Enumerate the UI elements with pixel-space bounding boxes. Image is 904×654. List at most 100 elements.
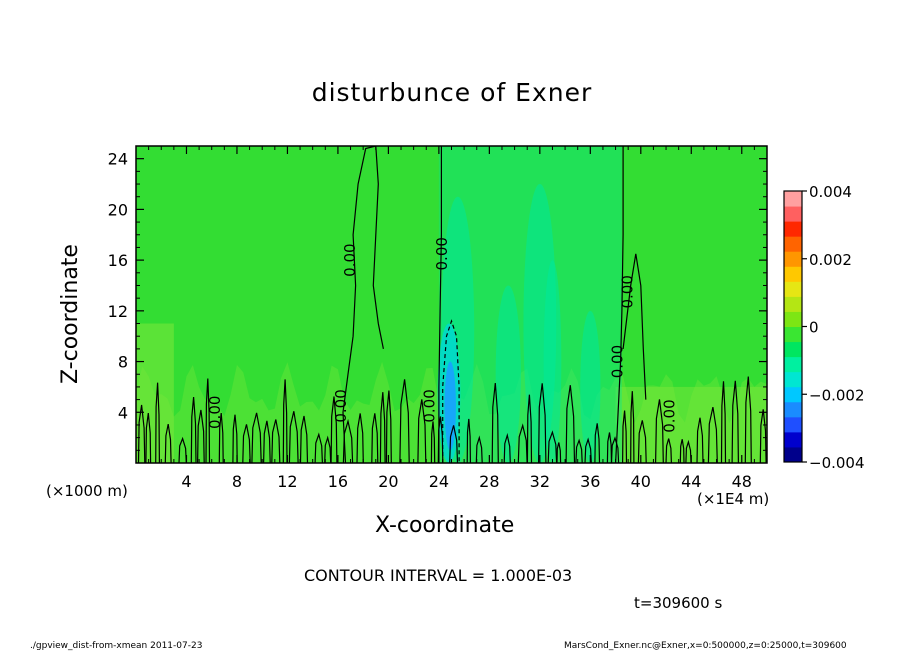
- contour-label-6: 0.00: [206, 396, 224, 429]
- contour-surface-11: [251, 412, 262, 463]
- y-tick-label-5: 24: [108, 150, 128, 169]
- contour-surface-17: [314, 432, 323, 463]
- colorbar-swatch-15: [784, 221, 802, 237]
- y-tick-label-2: 12: [108, 302, 128, 321]
- contour-surface-53: [707, 406, 718, 463]
- x-tick-label-2: 12: [277, 472, 297, 491]
- colorbar-swatch-12: [784, 266, 802, 282]
- contour-x38: [615, 146, 624, 463]
- contour-surface-12: [263, 420, 271, 463]
- contour-surface-7: [205, 378, 211, 463]
- colorbar-label-4: −0.004: [809, 454, 865, 472]
- contour-surface-41: [584, 437, 592, 463]
- contour-surface-20: [342, 418, 354, 463]
- colorbar-swatch-17: [784, 191, 802, 207]
- contour-surface-2: [155, 382, 160, 463]
- contour-surface-57: [759, 409, 767, 463]
- contour-surface-35: [526, 394, 533, 463]
- contour-surface-36: [538, 383, 547, 463]
- y-tick-label-0: 4: [118, 403, 128, 422]
- contour-surface-1: [145, 413, 152, 463]
- colorbar-swatch-8: [784, 326, 802, 343]
- x-axis-label: X-coordinate: [375, 513, 515, 538]
- contour-tall-left: [342, 146, 384, 463]
- x-tick-label-6: 28: [479, 472, 499, 491]
- contour-surface-40: [575, 438, 583, 463]
- contour-label-3: 0.00: [609, 345, 627, 378]
- field-plume-3: [580, 310, 601, 463]
- colorbar-swatch-3: [784, 401, 802, 418]
- contour-surface-43: [606, 432, 613, 463]
- contour-x24: [438, 146, 442, 463]
- contour-surface-18: [324, 435, 332, 463]
- colorbar-swatch-1: [784, 431, 802, 448]
- colorbar-swatch-5: [784, 371, 802, 388]
- contour-surface-44: [610, 436, 620, 463]
- contour-surface-14: [282, 379, 288, 463]
- contour-surface-30: [466, 418, 471, 463]
- field-plume-1: [495, 285, 521, 463]
- colorbar-label-2: 0: [809, 319, 819, 337]
- x-unit-label-secondary: (×1E4 m): [697, 490, 770, 508]
- contour-surface-19: [330, 396, 338, 463]
- contour-surface-42: [594, 423, 601, 463]
- colorbar-swatch-0: [784, 446, 802, 463]
- contour-label-5: 0.00: [421, 389, 439, 422]
- contour-label-7: 0.00: [660, 399, 678, 432]
- contour-surface-34: [517, 423, 528, 463]
- contour-interval-text: CONTOUR INTERVAL = 1.000E-03: [304, 566, 573, 585]
- contour-surface-16: [299, 415, 309, 463]
- contour-surface-27: [430, 421, 436, 463]
- contour-surface-50: [679, 439, 685, 463]
- x-tick-label-10: 44: [681, 472, 701, 491]
- contour-surface-45: [622, 410, 628, 463]
- contour-surface-4: [178, 436, 187, 463]
- contour-surface-25: [399, 379, 410, 463]
- contour-surface-8: [218, 412, 224, 463]
- contour-surface-46: [630, 391, 635, 463]
- footer-right-text: MarsCond_Exner.nc@Exner,x=0:500000,z=0:2…: [564, 641, 847, 651]
- field-plume-4: [543, 260, 562, 463]
- contour-surface-54: [720, 381, 727, 463]
- colorbar-label-1: 0.002: [809, 251, 852, 269]
- contour-lines: [137, 146, 767, 463]
- contour-surface-15: [288, 411, 299, 463]
- contour-surface-9: [232, 414, 238, 463]
- contour-surface-33: [503, 432, 511, 463]
- contour-surface-26: [417, 399, 427, 463]
- contour-surface-52: [696, 417, 704, 463]
- contour-surface-48: [655, 399, 664, 463]
- contour-surface-37: [547, 430, 558, 463]
- time-label: t=309600 s: [634, 594, 723, 612]
- colorbar: 0.004 0.002 0 −0.002 −0.004: [783, 183, 865, 472]
- plot-field: [136, 146, 767, 463]
- x-tick-label-5: 24: [429, 472, 449, 491]
- contour-surface-29: [449, 425, 459, 463]
- y-tick-label-4: 20: [108, 200, 128, 219]
- contour-surface-38: [556, 442, 562, 463]
- y-tick-label-3: 16: [108, 251, 128, 270]
- x-tick-label-11: 48: [732, 472, 752, 491]
- contour-surface-23: [379, 392, 386, 463]
- footer-left-text: ./gpview_dist-from-xmean 2011-07-23: [30, 641, 203, 651]
- contour-label-4: 0.00: [332, 389, 350, 422]
- contour-surface-49: [665, 438, 672, 463]
- colorbar-swatch-14: [784, 236, 802, 252]
- x-tick-label-4: 20: [378, 472, 398, 491]
- contour-surface-55: [731, 380, 739, 463]
- contour-surface-10: [242, 424, 251, 463]
- colorbar-swatch-7: [784, 341, 802, 358]
- contour-surface-47: [637, 420, 647, 463]
- colorbar-swatch-9: [784, 311, 802, 327]
- x-tick-label-7: 32: [530, 472, 550, 491]
- contour-surface-21: [356, 413, 364, 463]
- contour-hump-39: [622, 253, 647, 400]
- contour-negative-dashed: [442, 319, 460, 463]
- colorbar-label-3: −0.002: [809, 386, 865, 404]
- colorbar-swatch-2: [784, 416, 802, 433]
- colorbar-label-0: 0.004: [809, 183, 852, 201]
- colorbar-swatch-4: [784, 386, 802, 403]
- contour-surface-3: [164, 423, 172, 463]
